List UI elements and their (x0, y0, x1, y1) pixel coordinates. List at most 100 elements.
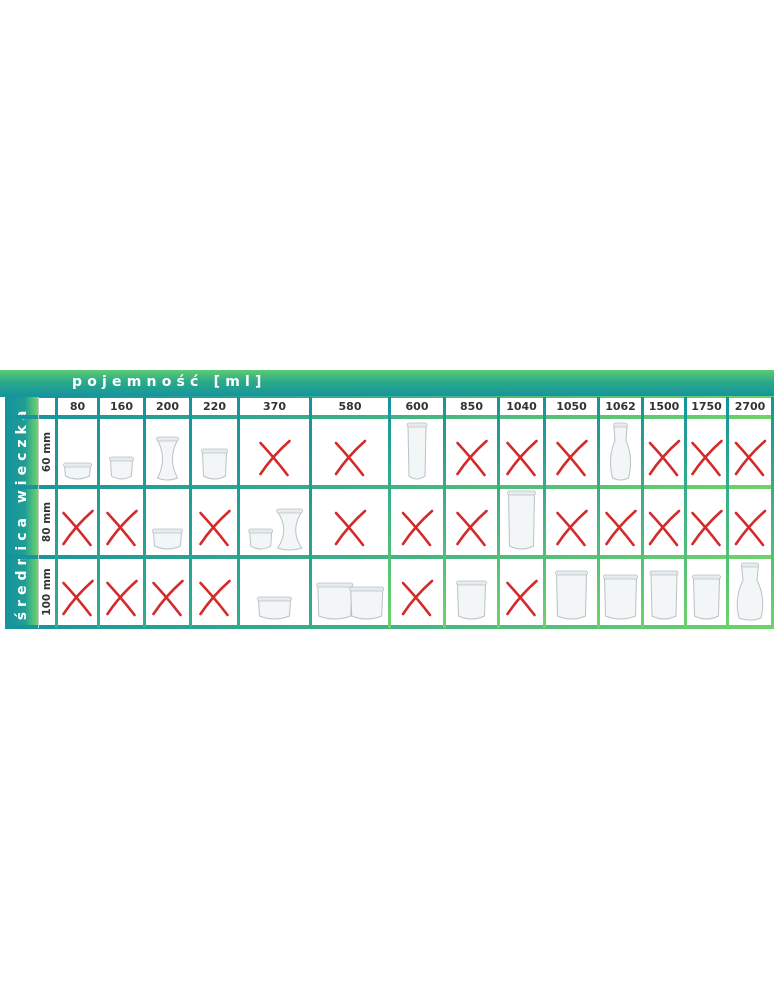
red-cross-icon (506, 579, 538, 617)
jar-image (406, 422, 428, 480)
red-cross-icon (605, 509, 637, 547)
not-available-cell (546, 489, 597, 555)
column-divider (641, 397, 644, 628)
column-header: 2700 (734, 400, 766, 413)
jar-cell (240, 559, 309, 625)
red-cross-icon (106, 509, 138, 547)
column-header: 370 (263, 400, 286, 413)
jar-image (152, 528, 183, 550)
red-cross-icon (62, 509, 94, 547)
column-header: 80 (69, 400, 86, 413)
row-label: 80 mm (38, 489, 55, 555)
column-header: 1500 (648, 400, 680, 413)
not-available-cell (644, 489, 684, 555)
column-header: 1050 (556, 400, 587, 413)
red-cross-icon (456, 509, 488, 547)
jar-cell (446, 559, 497, 625)
red-cross-icon (401, 509, 434, 547)
column-divider (443, 397, 446, 628)
red-cross-icon (199, 509, 231, 547)
jar-cell (600, 559, 641, 625)
column-header: 600 (405, 400, 429, 413)
not-available-cell (391, 489, 443, 555)
column-header: 1750 (691, 400, 722, 413)
jar-cell (391, 419, 443, 485)
jar-image (316, 582, 354, 620)
jar-image (610, 422, 631, 481)
red-cross-icon (691, 439, 723, 477)
not-available-cell (729, 419, 771, 485)
capacity-title: pojemność [ml] (72, 374, 267, 390)
not-available-cell (446, 489, 497, 555)
not-available-cell (312, 489, 388, 555)
jar-cell (100, 419, 143, 485)
red-cross-icon (734, 509, 767, 547)
row-label: 60 mm (38, 419, 55, 485)
column-divider (237, 397, 240, 628)
not-available-cell (192, 489, 237, 555)
column-header: 1062 (605, 400, 636, 413)
not-available-cell (687, 489, 726, 555)
not-available-cell (500, 419, 543, 485)
jar-cell (687, 559, 726, 625)
jar-cell (58, 419, 97, 485)
jar-cell (146, 419, 189, 485)
red-cross-icon (62, 579, 94, 617)
red-cross-icon (456, 439, 488, 477)
not-available-cell (240, 419, 309, 485)
column-divider (597, 397, 600, 628)
jar-image (349, 586, 385, 620)
not-available-cell (600, 489, 641, 555)
not-available-cell (146, 559, 189, 625)
row-label-text: 60 mm (40, 431, 53, 473)
red-cross-icon (648, 509, 681, 547)
column-divider (771, 397, 774, 628)
red-cross-icon (506, 439, 538, 477)
row-label-text: 100 mm (40, 568, 53, 616)
not-available-cell (729, 489, 771, 555)
jar-cell (192, 419, 237, 485)
not-available-cell (58, 559, 97, 625)
column-divider (388, 397, 391, 628)
not-available-cell (100, 559, 143, 625)
jar-image (201, 448, 228, 480)
column-divider (726, 397, 729, 628)
capacity-banner: pojemność [ml] (0, 370, 774, 397)
lid-diameter-title: średnica wieczka (13, 405, 30, 620)
lid-diameter-panel: średnica wieczka (5, 397, 38, 628)
column-header: 220 (203, 400, 226, 413)
jar-image (257, 596, 292, 620)
not-available-cell (312, 419, 388, 485)
header-top-line (38, 396, 774, 398)
red-cross-icon (556, 439, 588, 477)
column-divider (189, 397, 192, 628)
jar-image (109, 456, 134, 480)
not-available-cell (391, 559, 443, 625)
jar-image (692, 574, 721, 620)
jar-image (736, 562, 764, 621)
not-available-cell (687, 419, 726, 485)
jar-cell (500, 489, 543, 555)
red-cross-icon (199, 579, 231, 617)
row-label: 100 mm (38, 559, 55, 625)
column-divider (497, 397, 500, 628)
red-cross-icon (556, 509, 588, 547)
red-cross-icon (334, 509, 367, 547)
not-available-cell (500, 559, 543, 625)
column-header: 850 (460, 400, 483, 413)
red-cross-icon (734, 439, 767, 477)
jar-image (248, 528, 274, 550)
not-available-cell (644, 419, 684, 485)
jar-cell (600, 419, 641, 485)
red-cross-icon (152, 579, 184, 617)
jar-cell (729, 559, 771, 625)
column-header: 160 (110, 400, 133, 413)
column-header: 580 (338, 400, 362, 413)
not-available-cell (546, 419, 597, 485)
column-divider (543, 397, 546, 628)
jar-cell (546, 559, 597, 625)
not-available-cell (100, 489, 143, 555)
red-cross-icon (334, 439, 367, 477)
jar-image (456, 580, 487, 620)
column-divider (684, 397, 687, 628)
